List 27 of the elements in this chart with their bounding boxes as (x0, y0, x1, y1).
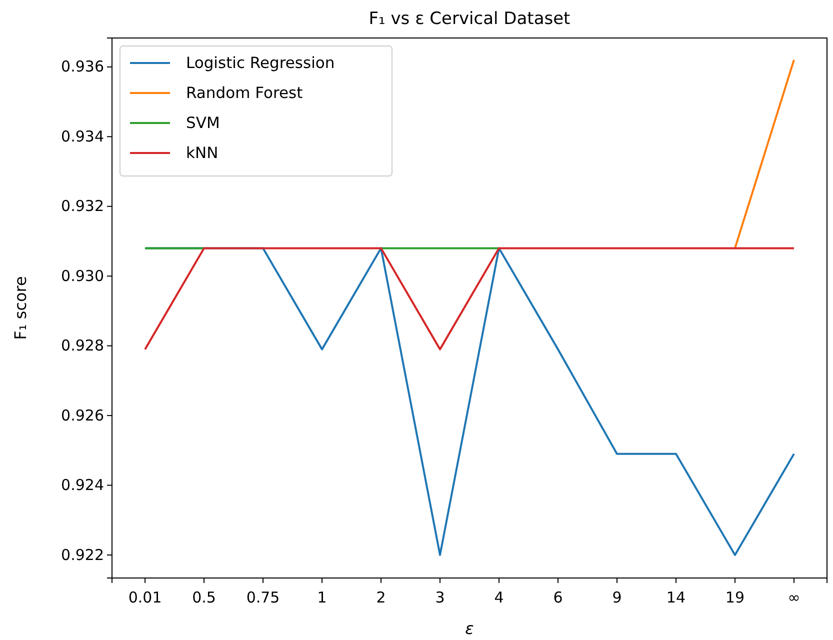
y-axis-title: F₁ score (11, 276, 30, 340)
x-tick-label: 9 (612, 588, 622, 606)
x-tick-label: 6 (553, 588, 563, 606)
y-tick-label: 0.924 (61, 476, 104, 494)
legend-label: Random Forest (186, 84, 303, 102)
y-tick-label: 0.922 (61, 546, 104, 564)
chart-title: F₁ vs ε Cervical Dataset (368, 9, 571, 29)
x-tick-label: 1 (317, 588, 327, 606)
legend-label: Logistic Regression (186, 54, 335, 72)
x-tick-label: 0.01 (128, 588, 162, 606)
y-tick-label: 0.936 (61, 58, 104, 76)
x-tick-label: ∞ (788, 588, 800, 606)
x-tick-label: 14 (666, 588, 686, 606)
y-tick-label: 0.932 (61, 197, 104, 216)
x-tick-label: 19 (725, 588, 745, 606)
x-tick-label: 3 (435, 588, 445, 606)
legend-label: SVM (186, 114, 220, 132)
legend-label: kNN (186, 144, 218, 162)
y-tick-label: 0.928 (61, 336, 104, 355)
x-tick-label: 2 (376, 588, 386, 606)
x-tick-label: 4 (494, 588, 504, 606)
y-tick-label: 0.934 (61, 127, 104, 146)
y-tick-label: 0.926 (61, 406, 104, 424)
y-tick-label: 0.930 (61, 266, 104, 285)
x-tick-label: 0.75 (246, 588, 280, 606)
x-axis-title: ε (465, 619, 474, 638)
x-tick-label: 0.5 (192, 588, 216, 606)
